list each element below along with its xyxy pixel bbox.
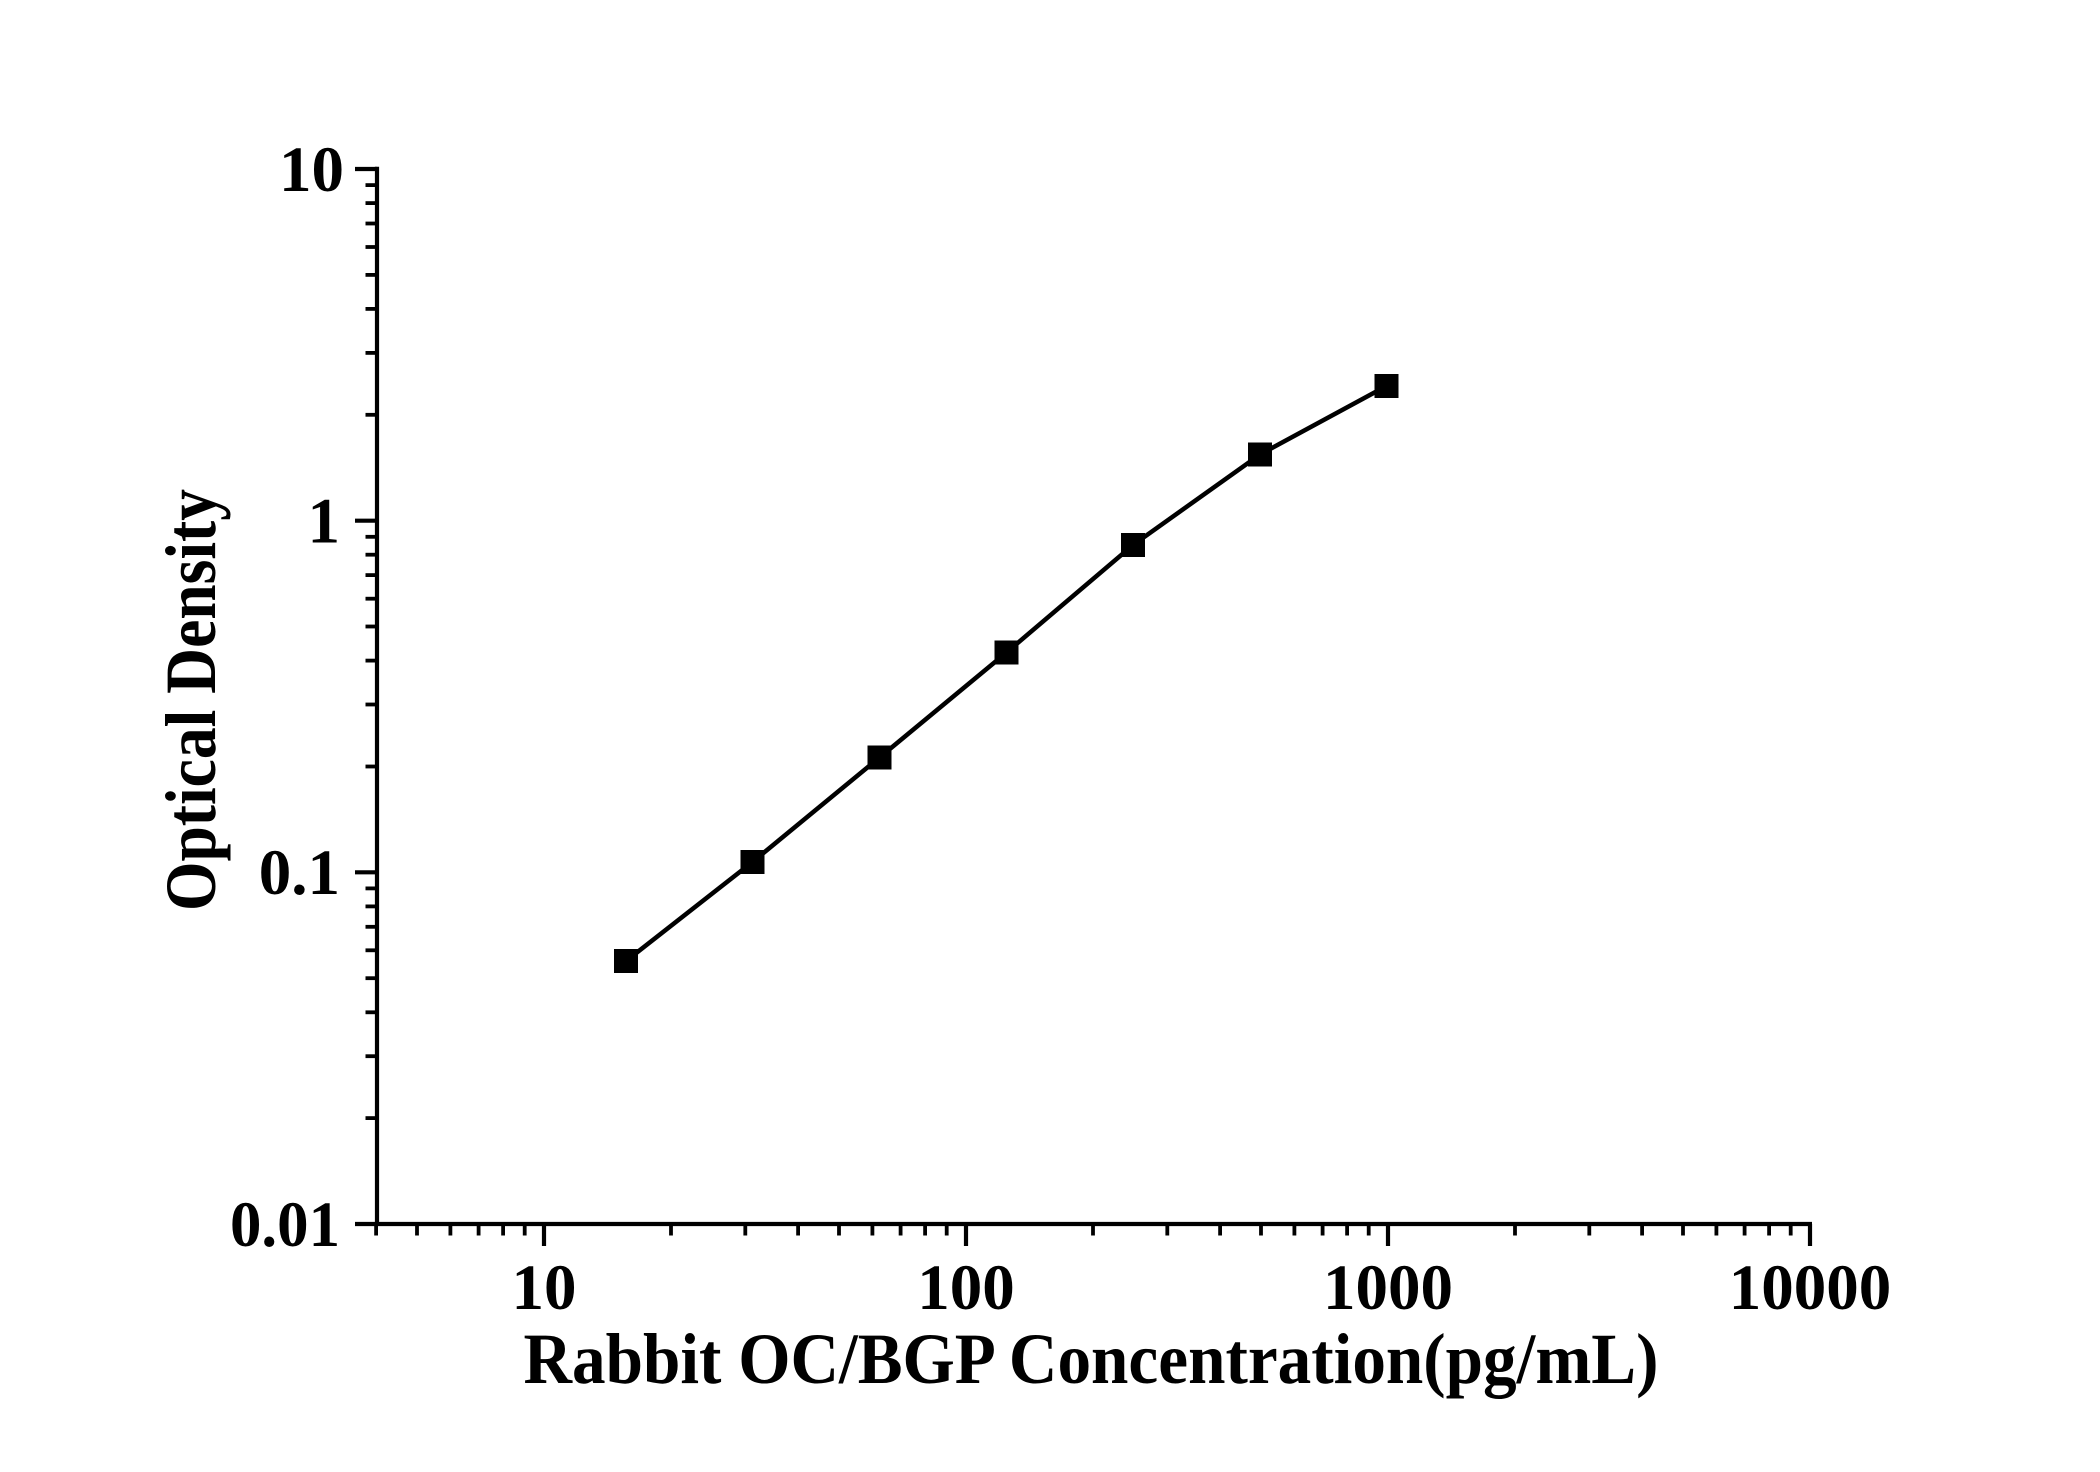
svg-text:10: 10 xyxy=(279,134,344,206)
svg-text:10: 10 xyxy=(512,1252,577,1324)
svg-text:0.1: 0.1 xyxy=(259,837,340,909)
svg-text:10000: 10000 xyxy=(1729,1252,1892,1324)
svg-text:1000: 1000 xyxy=(1323,1252,1453,1324)
svg-text:Optical Density: Optical Density xyxy=(151,489,231,911)
svg-text:1: 1 xyxy=(308,486,341,558)
svg-text:0.01: 0.01 xyxy=(230,1189,340,1261)
svg-text:Rabbit OC/BGP Concentration(pg: Rabbit OC/BGP Concentration(pg/mL) xyxy=(524,1319,1659,1399)
svg-text:100: 100 xyxy=(917,1252,1015,1324)
